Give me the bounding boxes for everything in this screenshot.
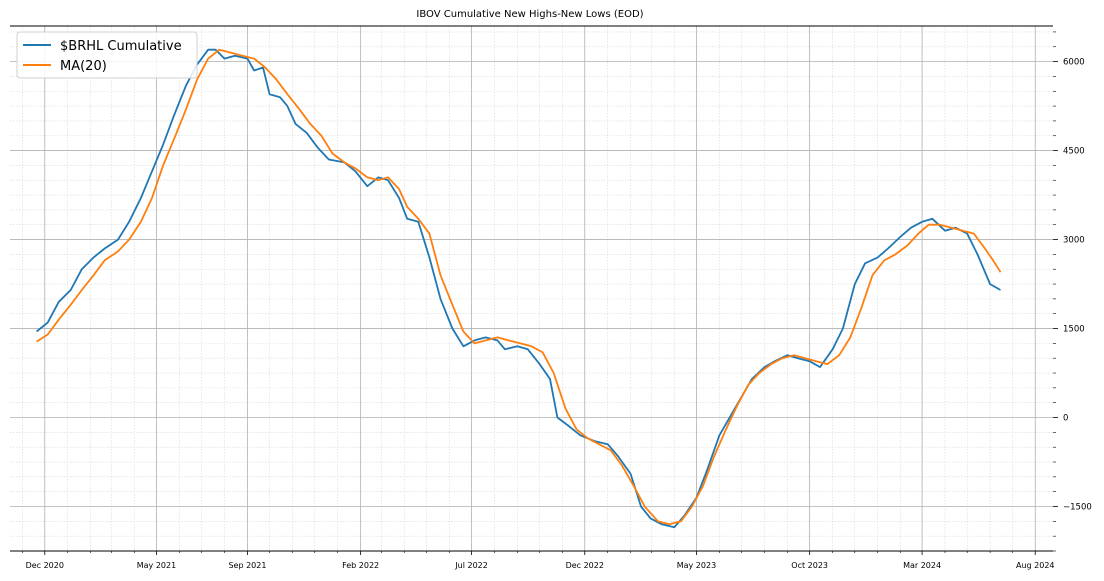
y-tick-label: 6000: [1063, 58, 1085, 68]
x-tick-label: Sep 2021: [228, 561, 266, 570]
x-tick-label: Dec 2022: [566, 561, 604, 570]
minor-grid: [10, 26, 1053, 552]
series-line-ma20: [36, 48, 1002, 526]
y-tick-label: 0: [1063, 414, 1068, 424]
x-tick-label: Jul 2022: [454, 561, 488, 570]
legend-label-brhl: $BRHL Cumulative: [60, 39, 182, 54]
x-tick-label: Dec 2020: [26, 561, 64, 570]
y-tick-label: 4500: [1063, 147, 1085, 157]
y-tick-label: −1500: [1063, 503, 1092, 513]
plot-lines: [36, 48, 1002, 529]
axes-frame: [10, 25, 1053, 552]
legend-label-ma20: MA(20): [60, 59, 107, 74]
y-tick-label: 3000: [1063, 236, 1085, 246]
x-tick-label: May 2023: [677, 561, 716, 570]
legend: $BRHL Cumulative MA(20): [16, 31, 198, 79]
x-tick-label: Feb 2022: [342, 561, 379, 570]
x-tick-label: May 2021: [137, 561, 176, 570]
major-grid: [10, 26, 1053, 551]
legend-box: [16, 31, 198, 79]
x-tick-label: Aug 2024: [1016, 561, 1055, 570]
x-tick-label: Mar 2024: [903, 561, 941, 570]
chart-title: IBOV Cumulative New Highs-New Lows (EOD): [416, 9, 643, 20]
x-axis: Dec 2020 May 2021 Sep 2021 Feb 2022 Jul 2022…: [22, 551, 1055, 570]
y-tick-label: 1500: [1063, 325, 1085, 335]
y-axis: −1500 0 1500 3000 4500 6000: [1053, 31, 1092, 552]
x-tick-label: Oct 2023: [791, 561, 828, 570]
series-line-brhl-cumulative: [36, 48, 1001, 529]
